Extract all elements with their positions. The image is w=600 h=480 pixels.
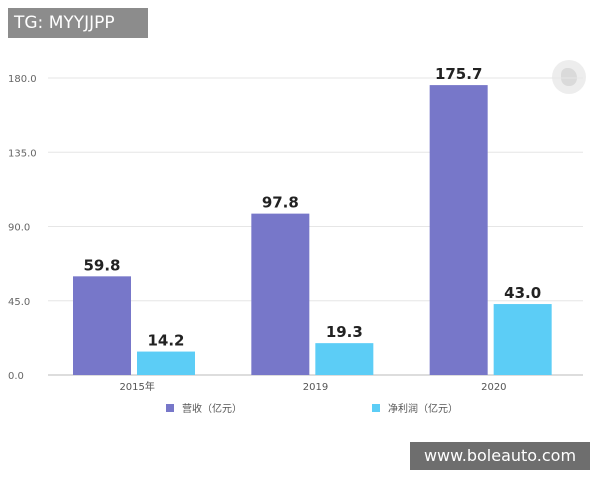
net-profit-bar — [315, 343, 374, 375]
x-tick-label: 2015年 — [119, 380, 154, 393]
revenue-bar — [251, 213, 310, 375]
x-tick-label: 2020 — [481, 382, 506, 393]
data-label: 19.3 — [326, 323, 363, 341]
net-profit-bar — [493, 304, 552, 375]
data-label: 59.8 — [83, 256, 120, 274]
legend-swatch — [372, 404, 380, 412]
revenue-bar — [429, 85, 488, 375]
net-profit-bar — [137, 351, 195, 375]
y-tick-label: 180.0 — [8, 74, 37, 85]
brand-logo-icon — [552, 60, 586, 94]
data-label: 175.7 — [435, 65, 482, 83]
watermark-top: TG: MYYJJPP — [8, 8, 148, 38]
data-label: 14.2 — [147, 332, 184, 350]
legend-label: 净利润（亿元） — [388, 402, 458, 415]
x-tick-label: 2019 — [303, 382, 328, 393]
data-label: 43.0 — [504, 284, 541, 302]
data-label: 97.8 — [262, 194, 299, 212]
y-tick-label: 45.0 — [8, 297, 30, 308]
legend-swatch — [166, 404, 174, 412]
y-tick-label: 135.0 — [8, 148, 37, 159]
watermark-bottom: www.boleauto.com — [410, 442, 590, 470]
revenue-bar — [73, 276, 131, 375]
y-tick-label: 90.0 — [8, 223, 30, 234]
y-tick-label: 0.0 — [8, 371, 24, 382]
legend-label: 营收（亿元） — [182, 402, 242, 415]
